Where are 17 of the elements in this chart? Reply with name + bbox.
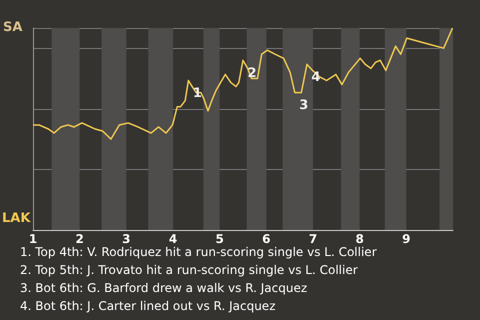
text: 3. Bot 6th: G. Barford drew a walk vs R. Jacquez [20, 281, 308, 295]
x-tick-label: 4 [168, 232, 178, 246]
x-tick-label: 7 [308, 232, 318, 246]
x-tick-label: 3 [122, 232, 131, 246]
annotation: 4 [311, 70, 320, 85]
x-tick-label: 5 [215, 232, 224, 246]
text: SA [3, 20, 22, 35]
x-tick-label: 9 [402, 232, 411, 246]
text: 4. Bot 6th: J. Carter lined out vs R. Jacquez [20, 299, 276, 313]
text: 1. Top 4th: V. Rodriquez hit a run-scoring single vs L. Collier [20, 245, 377, 259]
text: LAK [2, 211, 32, 226]
x-tick-label: 1 [28, 232, 38, 246]
x-tick-label: 8 [355, 232, 364, 246]
annotation: 3 [299, 98, 308, 114]
x-tick-label: 2 [75, 232, 84, 246]
text: 2. Top 5th: J. Trovato hit a run-scoring single vs L. Collier [20, 263, 358, 277]
x-tick-label: 6 [262, 232, 271, 246]
